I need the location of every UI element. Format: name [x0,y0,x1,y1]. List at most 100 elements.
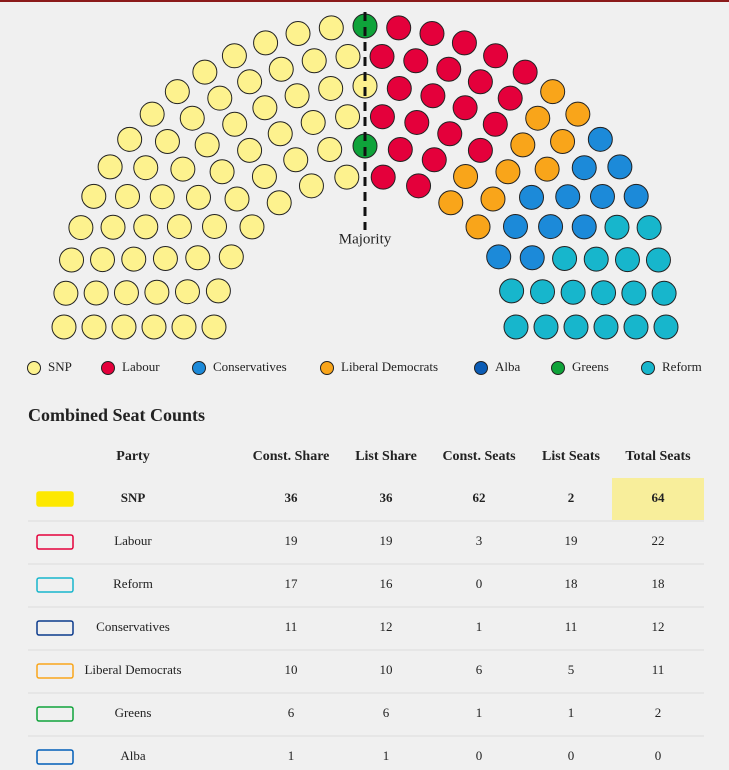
table-cell: 1 [288,748,295,763]
legend-label: Reform [662,359,702,374]
seat [113,280,139,306]
party-logo [36,491,74,507]
seat [335,104,361,130]
seat [486,244,512,270]
table-cell: 5 [568,662,575,677]
table-cell: 18 [652,576,665,591]
seat [604,214,630,240]
table-cell: 1 [476,619,483,634]
seat [438,190,464,216]
table-cell: 19 [285,533,298,548]
seat [301,48,327,74]
seat [503,314,529,340]
seat [284,83,310,109]
seat [623,314,649,340]
seat [202,213,228,239]
column-header: Total Seats [625,449,691,464]
highlight-cell [612,478,704,520]
table-cell: 22 [652,533,665,548]
seat [221,43,247,69]
table-cell: 2 [568,490,575,505]
seat [144,279,170,305]
seat [298,173,324,199]
party-name: Labour [114,533,152,548]
seat [194,132,220,158]
seat [403,48,429,74]
seat [519,245,545,271]
seat [571,155,597,181]
seat [467,137,493,163]
seat [139,101,165,127]
table-cell: 11 [285,619,298,634]
seat [465,214,491,240]
table-title: Combined Seat Counts [28,405,205,425]
seat [451,30,477,56]
seat [571,214,597,240]
legend-label: Labour [122,359,160,374]
seat [510,132,536,158]
seat [300,109,326,135]
party-name: Liberal Democrats [84,662,181,677]
top-border [0,0,729,2]
seat [253,30,279,56]
party-logo [36,663,74,679]
seat [318,75,344,101]
seat [560,279,586,305]
seat [437,121,463,147]
table-cell: 1 [568,705,575,720]
column-header: List Share [355,449,417,464]
table-cell: 10 [285,662,298,677]
seat [453,164,479,190]
party-name: Conservatives [96,619,170,634]
seat [645,247,671,273]
seat [115,183,141,209]
seat [636,215,662,241]
seat [334,164,360,190]
seat [550,128,576,154]
seat [387,136,413,162]
seat [317,136,343,162]
seat [121,246,147,272]
seat [68,215,94,241]
column-header: Const. Seats [442,449,516,464]
legend-label: SNP [48,359,72,374]
seat [133,155,159,181]
seat [621,280,647,306]
table-cell: 62 [473,490,486,505]
seat [251,164,277,190]
seat [222,111,248,137]
seat [185,184,211,210]
table-cell: 12 [652,619,665,634]
table-cell: 18 [565,576,578,591]
table-cell: 17 [285,576,299,591]
party-name: Greens [115,705,152,720]
party-logo [36,706,74,722]
seat [133,214,159,240]
seat [266,190,292,216]
majority-label: Majority [339,231,392,247]
legend-marker [320,361,334,375]
seat [174,279,200,305]
seat [209,159,235,185]
seat [117,126,143,152]
seat [111,314,137,340]
seat [419,21,445,47]
seat [239,214,265,240]
seat [534,156,560,182]
seat [100,214,126,240]
seat [285,21,311,47]
table-cell: 64 [652,490,666,505]
table-cell: 36 [380,490,394,505]
seat [404,109,430,135]
seat [201,314,227,340]
seat [452,95,478,121]
seat [482,111,508,137]
seat [369,44,395,70]
seat [563,314,589,340]
seat [386,15,412,41]
seat [164,79,190,105]
column-header: Party [116,449,149,464]
table-cell: 11 [565,619,578,634]
seat [497,85,523,111]
seat [205,278,231,304]
